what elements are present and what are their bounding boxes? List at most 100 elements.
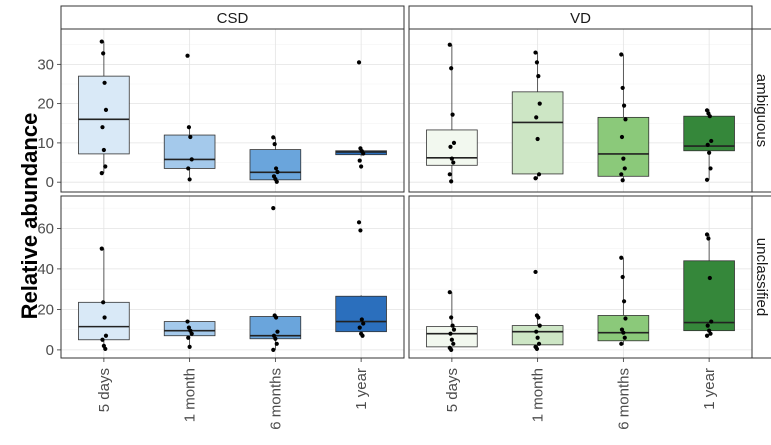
data-point xyxy=(275,329,280,334)
box-1-month xyxy=(511,91,564,175)
data-point xyxy=(448,144,453,149)
data-point xyxy=(102,315,107,320)
data-point xyxy=(451,341,456,346)
data-point xyxy=(275,169,280,175)
data-point xyxy=(188,134,193,140)
data-point xyxy=(447,172,452,177)
x-tick-label: 1 month xyxy=(182,368,199,422)
data-point xyxy=(103,164,108,169)
data-point xyxy=(102,80,107,85)
y-tick-label: 20 xyxy=(37,301,54,318)
panel-ambiguous-vd xyxy=(408,28,753,193)
data-point xyxy=(101,51,106,56)
data-point xyxy=(704,333,710,338)
data-point xyxy=(535,335,540,340)
box-1-month xyxy=(511,325,564,346)
data-point xyxy=(534,329,539,334)
data-point xyxy=(704,108,710,113)
data-point xyxy=(705,142,710,147)
panel-background xyxy=(409,29,752,192)
data-point xyxy=(623,117,628,122)
data-point xyxy=(186,335,191,340)
data-point xyxy=(619,172,624,177)
data-point xyxy=(619,52,624,57)
data-point xyxy=(356,220,362,225)
data-point xyxy=(620,85,625,91)
y-tick-label: 10 xyxy=(37,135,54,152)
y-tick-label: 0 xyxy=(46,342,54,359)
data-point xyxy=(622,335,627,340)
data-point xyxy=(707,114,712,119)
y-axis-label: Relative abundance xyxy=(17,113,42,320)
data-point xyxy=(101,300,106,305)
data-point xyxy=(271,347,276,352)
data-point xyxy=(621,156,626,161)
data-point xyxy=(103,333,109,338)
panel-border xyxy=(60,28,405,193)
data-point xyxy=(707,150,712,155)
data-point xyxy=(534,346,540,351)
data-point xyxy=(271,206,276,211)
data-point xyxy=(533,176,538,181)
data-point xyxy=(707,275,712,281)
data-point xyxy=(449,337,454,342)
x-tick-label: 5 days xyxy=(96,368,113,412)
data-point xyxy=(273,315,279,320)
data-point xyxy=(534,60,540,65)
data-point xyxy=(99,171,104,176)
data-point xyxy=(273,166,279,171)
data-point xyxy=(187,177,192,182)
data-point xyxy=(359,317,364,322)
data-point xyxy=(620,274,625,280)
panel-ambiguous-csd: 0 10 20 30 xyxy=(37,28,405,193)
data-point xyxy=(451,327,457,332)
x-tick-label: 1 year xyxy=(701,368,718,410)
data-point xyxy=(537,101,542,106)
y-tick-label: 60 xyxy=(37,220,54,237)
y-tick-label: 40 xyxy=(37,261,54,278)
data-point xyxy=(185,53,190,58)
data-point xyxy=(535,136,540,142)
data-point xyxy=(189,331,194,336)
data-point xyxy=(533,269,538,275)
data-point xyxy=(449,315,454,320)
data-point xyxy=(705,323,710,328)
data-point xyxy=(187,344,192,349)
data-point xyxy=(449,179,454,184)
data-point xyxy=(358,228,363,233)
data-point xyxy=(619,255,624,260)
data-point xyxy=(536,315,541,320)
data-point xyxy=(621,299,627,304)
data-point xyxy=(708,166,713,171)
data-point xyxy=(274,179,279,184)
data-point xyxy=(533,50,538,55)
box-1-month xyxy=(163,134,216,169)
x-tick-label: 1 year xyxy=(353,368,370,410)
strip-label-ambiguous: ambiguous xyxy=(753,74,770,147)
data-point xyxy=(273,336,278,341)
data-point xyxy=(449,156,454,161)
data-point xyxy=(186,125,192,130)
data-point xyxy=(450,323,455,328)
panel-unclassified-csd: 0 20 40 60 5 days 1 month 6 months 1 year xyxy=(37,195,405,430)
data-point xyxy=(274,341,279,346)
data-point xyxy=(357,158,362,163)
y-tick-label: 0 xyxy=(46,174,54,191)
data-point xyxy=(623,316,628,321)
y-tick-label: 20 xyxy=(37,96,54,113)
y-tick-label: 30 xyxy=(37,56,54,73)
data-point xyxy=(447,42,452,47)
x-tick-label: 6 months xyxy=(615,368,632,430)
data-point xyxy=(186,166,191,171)
data-point xyxy=(361,151,366,156)
data-point xyxy=(100,125,105,130)
strip-label-unclassified: unclassified xyxy=(753,238,770,316)
data-point xyxy=(100,337,105,342)
box-1-year xyxy=(683,260,735,332)
data-point xyxy=(103,346,108,351)
data-point xyxy=(706,236,711,241)
data-point xyxy=(103,107,109,113)
data-point xyxy=(709,319,714,324)
data-point xyxy=(709,138,714,144)
